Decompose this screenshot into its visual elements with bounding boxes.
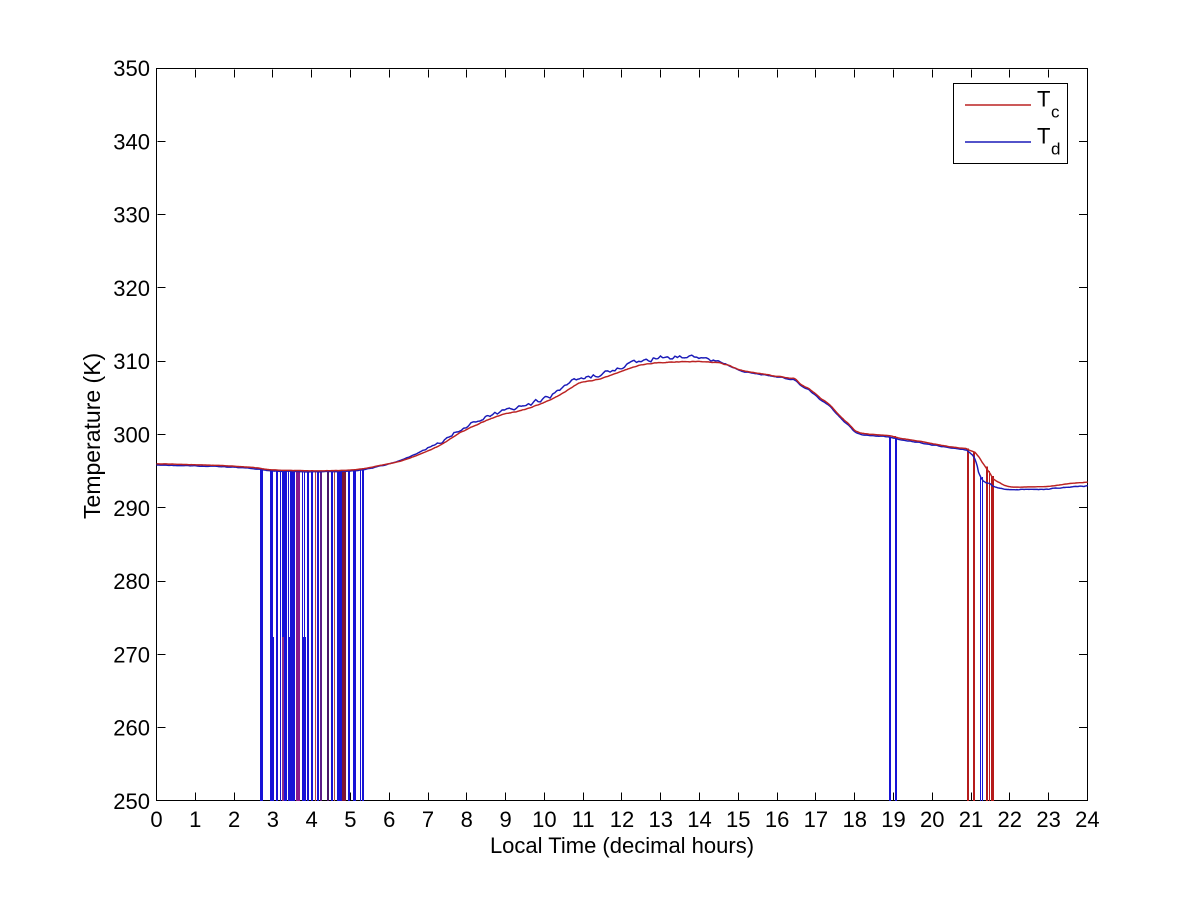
svg-text:300: 300 xyxy=(113,423,150,448)
svg-text:330: 330 xyxy=(113,203,150,228)
svg-text:0: 0 xyxy=(150,807,162,832)
svg-text:17: 17 xyxy=(804,807,828,832)
svg-text:20: 20 xyxy=(920,807,944,832)
svg-text:8: 8 xyxy=(461,807,473,832)
svg-text:Local Time (decimal hours): Local Time (decimal hours) xyxy=(490,833,754,858)
svg-text:13: 13 xyxy=(648,807,672,832)
svg-text:1: 1 xyxy=(189,807,201,832)
svg-text:23: 23 xyxy=(1036,807,1060,832)
svg-text:270: 270 xyxy=(113,642,150,667)
svg-text:22: 22 xyxy=(998,807,1022,832)
svg-text:T: T xyxy=(1037,87,1050,112)
svg-text:320: 320 xyxy=(113,276,150,301)
svg-text:T: T xyxy=(1037,124,1050,149)
svg-text:12: 12 xyxy=(610,807,634,832)
svg-text:16: 16 xyxy=(765,807,789,832)
svg-text:340: 340 xyxy=(113,129,150,154)
svg-text:Temperature (K): Temperature (K) xyxy=(79,353,105,519)
svg-text:290: 290 xyxy=(113,496,150,521)
svg-text:11: 11 xyxy=(572,807,595,832)
svg-text:6: 6 xyxy=(383,807,395,832)
svg-text:19: 19 xyxy=(881,807,905,832)
svg-text:10: 10 xyxy=(532,807,556,832)
svg-text:4: 4 xyxy=(305,807,317,832)
svg-text:5: 5 xyxy=(344,807,356,832)
svg-text:14: 14 xyxy=(687,807,711,832)
svg-text:260: 260 xyxy=(113,716,150,741)
svg-text:2: 2 xyxy=(228,807,240,832)
svg-text:350: 350 xyxy=(113,56,150,81)
svg-text:d: d xyxy=(1051,140,1060,159)
svg-text:24: 24 xyxy=(1075,807,1099,832)
svg-text:280: 280 xyxy=(113,569,150,594)
svg-text:18: 18 xyxy=(842,807,866,832)
svg-text:c: c xyxy=(1051,103,1060,122)
svg-text:250: 250 xyxy=(113,789,150,814)
svg-text:9: 9 xyxy=(499,807,511,832)
svg-text:310: 310 xyxy=(113,349,150,374)
svg-text:15: 15 xyxy=(726,807,750,832)
svg-text:7: 7 xyxy=(422,807,434,832)
svg-text:21: 21 xyxy=(959,807,983,832)
svg-text:3: 3 xyxy=(267,807,279,832)
